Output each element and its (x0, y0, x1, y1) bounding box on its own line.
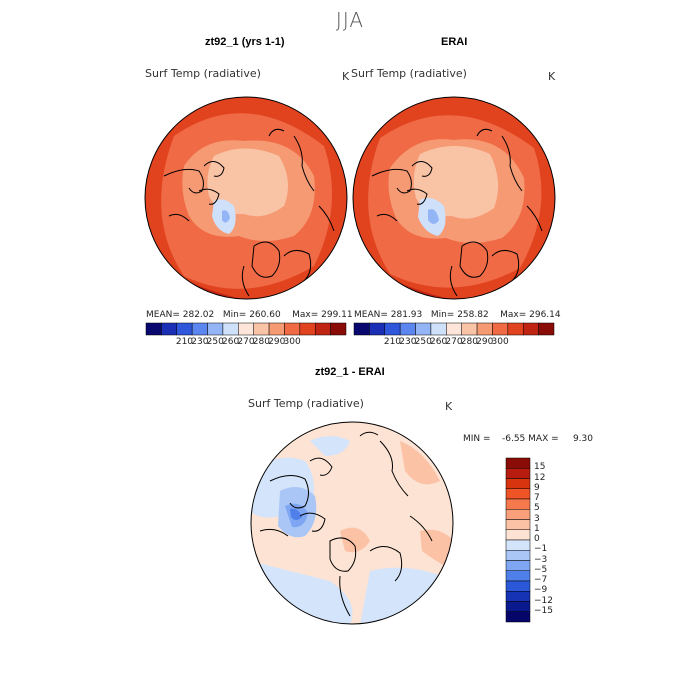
diff-colorbar-tick-label: −3 (534, 554, 548, 565)
colorbar-swatch (415, 322, 432, 336)
colorbar-swatch (369, 322, 386, 336)
colorbar-swatch (446, 322, 462, 336)
colorbar-swatch (161, 322, 178, 336)
colorbar-swatch (522, 322, 539, 336)
diff-colorbar-tick-label: 7 (534, 493, 540, 503)
colorbar-swatch (384, 322, 401, 336)
diff-colorbar-swatch (505, 601, 531, 612)
colorbar-swatch (191, 322, 208, 336)
diff-colorbar-swatch (505, 539, 531, 551)
colorbar-swatch (538, 322, 555, 336)
colorbar-swatch (268, 322, 285, 336)
diff-variable-label: Surf Temp (radiative) (248, 397, 364, 410)
diff-panel-title: zt92_1 - ERAI (315, 366, 385, 378)
colorbar-swatch (238, 322, 254, 336)
colorbar-swatch (314, 322, 331, 336)
diff-colorbar-swatch (505, 570, 531, 582)
diff-colorbar-tick-label: 3 (534, 513, 540, 524)
colorbar-swatch (461, 322, 478, 336)
colorbar-swatch (176, 322, 193, 336)
obs-stats: MEAN= 281.93 Min= 258.82 Max= 296.14 (354, 310, 561, 320)
obs-polar-map (352, 96, 556, 300)
colorbar-tick-label: 300 (283, 337, 301, 347)
colorbar-swatch (399, 322, 416, 336)
diff-polar-map (250, 421, 454, 625)
diff-colorbar-tick-label: 15 (534, 462, 546, 473)
diff-colorbar-tick-label: −7 (534, 575, 548, 585)
model-variable-label: Surf Temp (radiative) (145, 67, 261, 80)
colorbar-tick-label: 280 (252, 337, 270, 347)
colorbar-tick-label: 230 (399, 337, 417, 347)
diff-colorbar-swatch (505, 580, 531, 592)
model-panel-title: zt92_1 (yrs 1-1) (205, 36, 285, 48)
colorbar-tick-label: 230 (191, 337, 209, 347)
colorbar-tick-label: 260 (430, 337, 448, 347)
obs-variable-label: Surf Temp (radiative) (351, 67, 467, 80)
diff-colorbar-swatch (505, 457, 531, 469)
diff-colorbar-swatch (505, 550, 531, 561)
diff-colorbar-tick-label: −9 (534, 585, 548, 596)
diff-colorbar-tick-label: −15 (534, 605, 553, 616)
colorbar-swatch (207, 322, 224, 336)
diff-colorbar-tick-label: −1 (534, 544, 548, 555)
model-units-label: K (342, 70, 350, 83)
colorbar-tick-label: 270 (237, 337, 255, 347)
diff-colorbar-tick-label: −12 (534, 595, 553, 606)
colorbar-swatch (476, 322, 493, 336)
model-stats: MEAN= 282.02 Min= 260.60 Max= 299.11 (146, 310, 353, 320)
colorbar-tick-label: 300 (491, 337, 509, 347)
diff-colorbar-tick-label: −5 (534, 564, 548, 575)
colorbar-tick-label: 270 (445, 337, 463, 347)
colorbar-swatch (353, 322, 370, 336)
diff-colorbar-swatch (505, 560, 531, 571)
diff-colorbar-tick-label: 5 (534, 503, 540, 514)
diff-colorbar-tick-label: 1 (534, 523, 540, 534)
colorbar-swatch (492, 322, 509, 336)
colorbar-tick-label: 250 (414, 337, 432, 347)
diff-colorbar-tick-label: 0 (534, 534, 540, 544)
colorbar-tick-label: 260 (222, 337, 240, 347)
colorbar-swatch (299, 322, 316, 336)
diff-colorbar-swatch (505, 509, 531, 520)
diff-colorbar-swatch (505, 498, 531, 510)
obs-colorbar-labels: 210 230 250 260 270 280 290 300 (354, 337, 554, 349)
diff-colorbar (505, 457, 531, 623)
season-title: JJA (335, 8, 365, 32)
diff-colorbar-labels: 15 12 9 7 5 3 1 0 −1 −3 −5 −7 −9 −12 −15 (534, 458, 574, 622)
diff-colorbar-swatch (505, 468, 531, 479)
colorbar-swatch (145, 322, 162, 336)
colorbar-tick-label: 210 (175, 337, 194, 347)
colorbar-swatch (222, 322, 239, 336)
diff-colorbar-swatch (505, 591, 531, 602)
obs-panel-title: ERAI (441, 36, 468, 48)
obs-units-label: K (548, 70, 556, 83)
diff-colorbar-swatch (505, 611, 531, 623)
colorbar-swatch (284, 322, 301, 336)
model-polar-map (144, 96, 348, 300)
colorbar-swatch (507, 322, 524, 336)
colorbar-tick-label: 210 (383, 337, 402, 347)
colorbar-swatch (430, 322, 447, 336)
colorbar-tick-label: 290 (268, 337, 286, 347)
diff-colorbar-tick-label: 9 (534, 482, 540, 493)
diff-colorbar-swatch (505, 519, 531, 530)
colorbar-swatch (330, 322, 347, 336)
diff-minmax: MIN = -6.55 MAX = 9.30 (463, 434, 593, 444)
colorbar-tick-label: 250 (206, 337, 224, 347)
diff-units-label: K (445, 400, 453, 413)
model-colorbar (145, 322, 347, 336)
colorbar-tick-label: 290 (476, 337, 494, 347)
obs-colorbar (353, 322, 555, 336)
diff-colorbar-tick-label: 12 (534, 472, 546, 483)
diff-colorbar-swatch (505, 478, 531, 489)
colorbar-tick-label: 280 (460, 337, 478, 347)
diff-colorbar-swatch (505, 488, 531, 500)
model-colorbar-labels: 210 230 250 260 270 280 290 300 (146, 337, 346, 349)
colorbar-swatch (253, 322, 270, 336)
diff-colorbar-swatch (505, 529, 531, 541)
